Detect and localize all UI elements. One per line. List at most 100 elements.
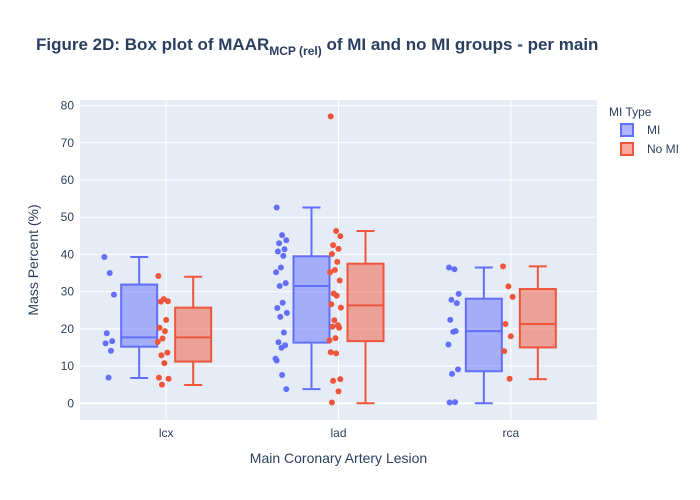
data-point xyxy=(277,313,284,320)
data-point xyxy=(109,338,116,345)
box-layer xyxy=(120,206,557,405)
y-axis-ticks: 0 10 20 30 40 50 60 70 80 xyxy=(61,99,75,411)
data-point xyxy=(274,248,281,255)
data-point xyxy=(507,333,514,340)
data-point xyxy=(327,349,334,356)
data-point xyxy=(107,347,114,354)
x-axis-title: Main Coronary Artery Lesion xyxy=(250,450,427,466)
data-point xyxy=(328,251,335,258)
chart-title: Figure 2D: Box plot of MAARMCP (rel) of … xyxy=(36,35,598,58)
data-point xyxy=(155,273,162,279)
data-point xyxy=(165,375,172,382)
data-point xyxy=(448,296,455,303)
data-point xyxy=(329,323,336,330)
data-point xyxy=(274,305,281,311)
box-no-mi-rca xyxy=(518,265,557,381)
box-mi-rca xyxy=(464,266,503,405)
data-point xyxy=(336,324,343,331)
data-point xyxy=(273,269,280,276)
legend-title: MI Type xyxy=(609,105,652,119)
data-point xyxy=(447,316,454,323)
data-point xyxy=(280,329,287,336)
box-no-mi-lad xyxy=(346,229,385,405)
data-point xyxy=(330,242,337,249)
legend-swatch-mi xyxy=(620,123,634,137)
data-point xyxy=(281,246,288,253)
data-point xyxy=(158,381,165,388)
y-axis-title: Mass Percent (%) xyxy=(25,204,41,315)
data-point xyxy=(502,321,509,327)
data-point xyxy=(105,374,112,381)
legend-swatch-no-mi xyxy=(620,142,634,156)
data-point xyxy=(161,328,168,335)
data-point xyxy=(333,292,340,299)
data-point xyxy=(334,258,341,265)
data-point xyxy=(102,340,109,347)
data-point xyxy=(106,270,113,277)
data-point xyxy=(446,399,453,406)
title-prefix: Figure 2D: Box plot of MAAR xyxy=(36,35,269,54)
data-point xyxy=(452,399,459,406)
data-point xyxy=(449,370,456,377)
box-mi-lad xyxy=(292,206,331,391)
x-tick-label: lad xyxy=(330,426,346,440)
data-point xyxy=(279,371,286,378)
data-point xyxy=(279,232,286,239)
data-point xyxy=(335,245,342,252)
data-point xyxy=(161,360,168,367)
data-point xyxy=(451,266,458,273)
data-point xyxy=(336,277,343,284)
data-point xyxy=(337,376,344,383)
data-point xyxy=(326,337,333,344)
data-point xyxy=(273,204,280,211)
data-point xyxy=(164,349,171,356)
data-point xyxy=(110,291,117,298)
y-tick-label: 30 xyxy=(61,285,75,299)
box-iqr xyxy=(518,288,557,349)
data-point xyxy=(330,377,337,384)
legend-item-mi[interactable]: MI xyxy=(620,123,660,137)
data-point xyxy=(331,317,338,324)
x-tick-label: rca xyxy=(502,426,519,440)
y-tick-label: 20 xyxy=(61,322,75,336)
data-point xyxy=(282,280,289,287)
y-tick-label: 70 xyxy=(61,136,75,150)
data-point xyxy=(331,267,338,274)
data-point xyxy=(509,293,516,300)
y-tick-label: 40 xyxy=(61,247,75,261)
data-point xyxy=(333,227,340,234)
data-point xyxy=(283,237,290,244)
box-iqr xyxy=(174,306,213,363)
data-point xyxy=(335,388,342,395)
legend-label-mi: MI xyxy=(647,123,660,137)
data-point xyxy=(327,269,334,276)
data-point xyxy=(159,335,166,342)
data-point xyxy=(164,298,171,305)
data-point xyxy=(328,399,335,406)
data-point xyxy=(276,240,283,247)
data-point xyxy=(337,304,344,311)
data-point xyxy=(156,324,163,331)
data-point xyxy=(273,357,280,364)
box-iqr xyxy=(346,262,385,343)
data-point xyxy=(275,339,282,346)
y-tick-label: 60 xyxy=(61,173,75,187)
box-no-mi-lcx xyxy=(174,275,213,387)
data-point xyxy=(154,338,161,345)
data-point xyxy=(103,330,110,337)
y-tick-label: 0 xyxy=(67,396,74,410)
data-point xyxy=(455,290,462,297)
data-point xyxy=(505,283,512,290)
data-point xyxy=(277,264,284,271)
data-point xyxy=(276,283,283,290)
data-point xyxy=(280,252,287,259)
x-axis-ticks: lcx lad rca xyxy=(159,426,520,440)
legend-item-no-mi[interactable]: No MI xyxy=(620,142,679,156)
data-point xyxy=(337,233,344,240)
title-subscript: MCP (rel) xyxy=(269,44,321,58)
data-point xyxy=(279,299,286,306)
data-point xyxy=(155,374,162,381)
data-point xyxy=(455,366,462,373)
data-point xyxy=(450,328,457,335)
